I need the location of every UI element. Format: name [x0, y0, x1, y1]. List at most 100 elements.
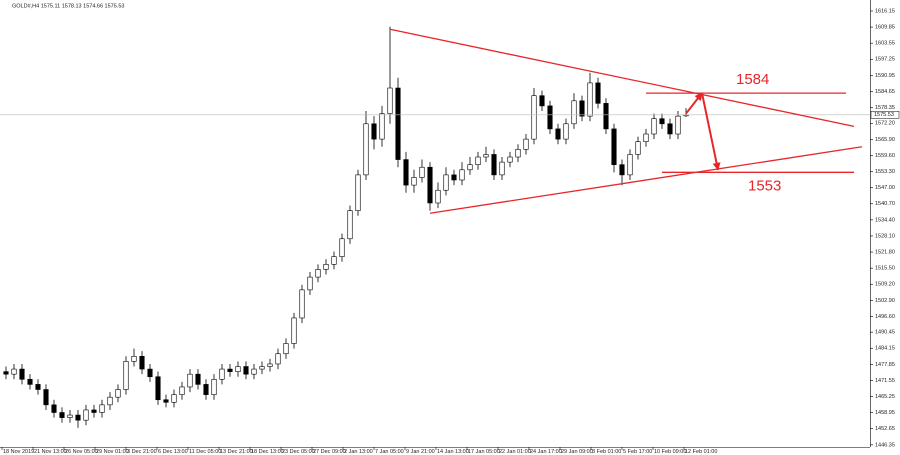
candle-body: [115, 389, 121, 398]
y-tick-label: 1446.35: [875, 442, 895, 448]
candle-body: [635, 141, 641, 155]
y-tick-label: 1540.70: [875, 201, 895, 207]
x-tick-label: 9 Jan 21:00: [406, 449, 435, 455]
y-tick-label: 1521.80: [875, 250, 895, 256]
candle-body: [547, 105, 553, 130]
y-tick-label: 1515.50: [875, 266, 895, 272]
x-tick-label: 23 Dec 05:00: [282, 449, 315, 455]
y-tick-label: 1458.95: [875, 410, 895, 416]
y-tick-label: 1534.40: [875, 217, 895, 223]
candle-body: [579, 100, 585, 117]
candle-body: [19, 368, 25, 380]
y-tick-label: 1565.90: [875, 137, 895, 143]
arrow: [701, 92, 721, 171]
candle-body: [355, 174, 361, 211]
candle-body: [395, 87, 401, 160]
candle-body: [35, 384, 41, 390]
x-tick-label: 17 Jan 05:00: [468, 449, 500, 455]
candle-body: [459, 169, 465, 181]
y-tick-label: 1484.15: [875, 346, 895, 352]
candle-body: [283, 343, 289, 355]
bid-label: 1575.53: [874, 112, 894, 118]
candle-body: [443, 174, 449, 191]
x-tick-label: 12 Feb 01:00: [685, 449, 717, 455]
x-tick-label: 22 Jan 01:00: [499, 449, 531, 455]
candle-body: [427, 166, 433, 204]
candle-body: [123, 361, 129, 390]
x-tick-label: 5 Feb 17:00: [623, 449, 652, 455]
x-tick-label: 18 Dec 13:00: [251, 449, 284, 455]
candle-body: [611, 128, 617, 165]
candle-body: [667, 123, 673, 135]
x-tick-label: 14 Jan 13:00: [437, 449, 469, 455]
y-tick-label: 1609.85: [875, 25, 895, 31]
candle-body: [475, 156, 481, 165]
trendline: [389, 28, 855, 127]
candle-body: [587, 82, 593, 117]
candle-body: [291, 317, 297, 344]
candle-body: [195, 373, 201, 385]
y-tick-label: 1547.00: [875, 185, 895, 191]
arrow: [685, 92, 703, 115]
x-tick-label: 29 Nov 01:00: [96, 449, 129, 455]
x-tick-label: 7 Jan 05:00: [375, 449, 404, 455]
candle-body: [315, 269, 321, 278]
y-tick-label: 1471.55: [875, 378, 895, 384]
y-tick-label: 1559.60: [875, 153, 895, 159]
y-tick-label: 1590.95: [875, 73, 895, 79]
candle-body: [539, 95, 545, 107]
x-tick-label: 18 Nov 2019: [3, 449, 34, 455]
x-tick-label: 24 Jan 17:00: [530, 449, 562, 455]
candle-body: [171, 394, 177, 403]
candle-body: [51, 404, 57, 413]
candle-body: [83, 409, 89, 421]
y-tick-label: 1509.20: [875, 282, 895, 288]
x-tick-label: 3 Dec 21:00: [127, 449, 157, 455]
x-tick-label: 29 Jan 09:00: [561, 449, 593, 455]
candle-body: [603, 103, 609, 130]
y-tick-label: 1465.25: [875, 394, 895, 400]
x-tick-label: 3 Feb 01:00: [592, 449, 621, 455]
candle-body: [379, 113, 385, 140]
candle-body: [323, 264, 329, 270]
candle-body: [187, 373, 193, 388]
candle-body: [555, 128, 561, 140]
candle-body: [347, 210, 353, 240]
candle-body: [107, 396, 113, 406]
trendline: [429, 146, 863, 214]
candle-body: [595, 82, 601, 104]
y-tick-label: 1452.65: [875, 426, 895, 432]
candle-body: [371, 123, 377, 140]
candle-body: [235, 366, 241, 372]
candle-body: [227, 368, 233, 372]
candle-body: [275, 353, 281, 365]
candle-body: [467, 164, 473, 171]
candle-body: [507, 156, 513, 163]
candle-body: [3, 371, 9, 375]
candle-body: [435, 189, 441, 204]
candle-body: [419, 166, 425, 178]
candle-body: [75, 414, 81, 421]
candle-body: [155, 376, 161, 401]
y-tick-label: 1477.85: [875, 362, 895, 368]
candle-body: [43, 389, 49, 406]
bid-label-box: [870, 111, 900, 119]
candle-body: [387, 87, 393, 114]
candle-body: [331, 256, 337, 265]
candle-body: [499, 161, 505, 176]
x-tick-label: 6 Dec 13:00: [158, 449, 188, 455]
candle-body: [339, 238, 345, 257]
candle-body: [651, 118, 657, 135]
candle-body: [515, 149, 521, 158]
y-tick-label: 1502.90: [875, 298, 895, 304]
candle-body: [563, 123, 569, 140]
candle-body: [131, 355, 137, 362]
candle-body: [483, 154, 489, 158]
candle-body: [163, 399, 169, 403]
x-tick-label: 27 Dec 09:00: [313, 449, 346, 455]
y-tick-label: 1578.35: [875, 105, 895, 111]
candle-body: [403, 159, 409, 186]
candle-body: [531, 95, 537, 140]
candle-body: [627, 154, 633, 176]
